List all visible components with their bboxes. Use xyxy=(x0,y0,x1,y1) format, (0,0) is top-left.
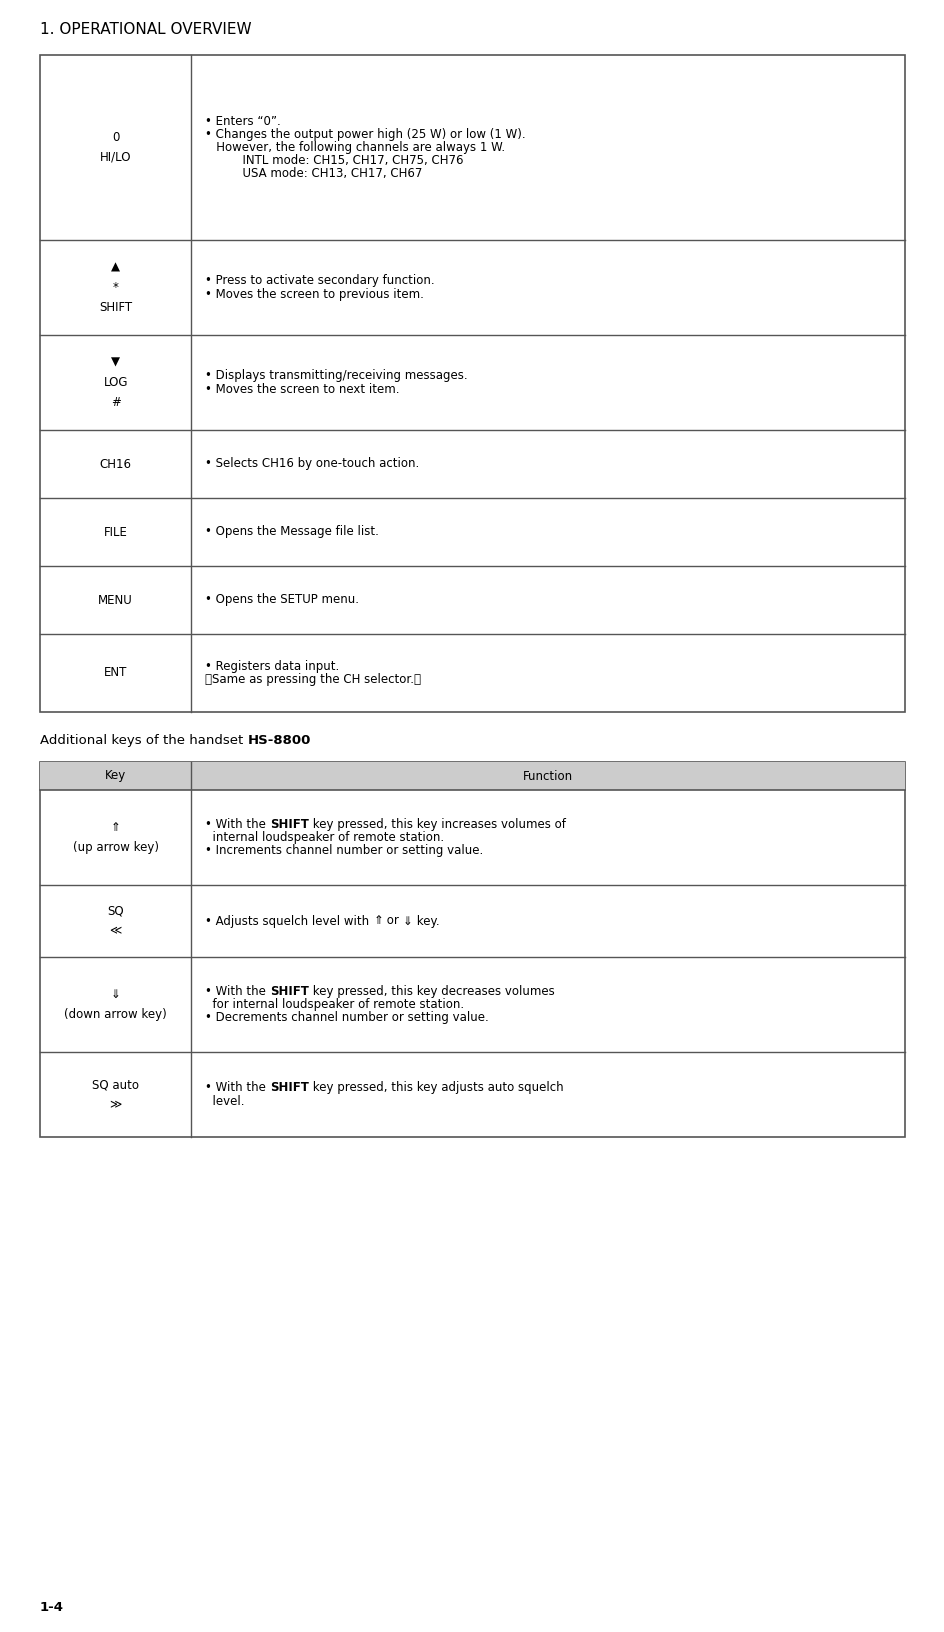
Text: ⇓: ⇓ xyxy=(402,914,413,927)
Text: • Opens the SETUP menu.: • Opens the SETUP menu. xyxy=(205,594,359,607)
Text: HS-8800: HS-8800 xyxy=(247,734,311,747)
Text: • Registers data input.: • Registers data input. xyxy=(205,659,339,672)
Text: ▲
*
SHIFT: ▲ * SHIFT xyxy=(99,261,132,313)
Text: ▼
LOG
#: ▼ LOG # xyxy=(103,356,127,410)
Bar xyxy=(40,762,904,790)
Text: ⇓
(down arrow key): ⇓ (down arrow key) xyxy=(64,987,167,1022)
Text: • Press to activate secondary function.: • Press to activate secondary function. xyxy=(205,274,434,287)
Text: key pressed, this key decreases volumes: key pressed, this key decreases volumes xyxy=(309,984,554,997)
Text: 1-4: 1-4 xyxy=(40,1601,64,1614)
Text: key pressed, this key increases volumes of: key pressed, this key increases volumes … xyxy=(309,818,565,831)
Text: MENU: MENU xyxy=(98,594,133,607)
Text: • Displays transmitting/receiving messages.: • Displays transmitting/receiving messag… xyxy=(205,369,467,382)
Text: • With the: • With the xyxy=(205,818,270,831)
Text: SQ auto
≫: SQ auto ≫ xyxy=(93,1079,139,1111)
Text: （Same as pressing the CH selector.）: （Same as pressing the CH selector.） xyxy=(205,672,421,685)
Text: 0
HI/LO: 0 HI/LO xyxy=(100,131,131,163)
Text: • Adjusts squelch level with: • Adjusts squelch level with xyxy=(205,914,373,927)
Text: ⇑
(up arrow key): ⇑ (up arrow key) xyxy=(73,821,159,854)
Text: • Decrements channel number or setting value.: • Decrements channel number or setting v… xyxy=(205,1012,489,1025)
Text: ENT: ENT xyxy=(104,666,127,679)
Text: FILE: FILE xyxy=(104,526,127,539)
Text: • Moves the screen to previous item.: • Moves the screen to previous item. xyxy=(205,287,424,300)
Text: internal loudspeaker of remote station.: internal loudspeaker of remote station. xyxy=(205,831,444,844)
Text: • Moves the screen to next item.: • Moves the screen to next item. xyxy=(205,382,399,395)
Text: • Changes the output power high (25 W) or low (1 W).: • Changes the output power high (25 W) o… xyxy=(205,127,526,140)
Text: INTL mode: CH15, CH17, CH75, CH76: INTL mode: CH15, CH17, CH75, CH76 xyxy=(205,153,464,166)
Text: • With the: • With the xyxy=(205,1082,270,1095)
Text: CH16: CH16 xyxy=(99,457,131,470)
Bar xyxy=(40,55,904,712)
Text: for internal loudspeaker of remote station.: for internal loudspeaker of remote stati… xyxy=(205,999,464,1010)
Bar xyxy=(40,762,904,1138)
Text: • Enters “0”.: • Enters “0”. xyxy=(205,114,280,127)
Text: • Opens the Message file list.: • Opens the Message file list. xyxy=(205,526,379,539)
Text: • Selects CH16 by one-touch action.: • Selects CH16 by one-touch action. xyxy=(205,457,419,470)
Text: Function: Function xyxy=(523,770,573,782)
Text: or: or xyxy=(382,914,402,927)
Text: SQ
≪: SQ ≪ xyxy=(108,904,124,937)
Text: key pressed, this key adjusts auto squelch: key pressed, this key adjusts auto squel… xyxy=(309,1082,563,1095)
Text: Additional keys of the handset: Additional keys of the handset xyxy=(40,734,247,747)
Text: • With the: • With the xyxy=(205,984,270,997)
Text: ⇑: ⇑ xyxy=(373,914,382,927)
Text: SHIFT: SHIFT xyxy=(270,984,309,997)
Text: USA mode: CH13, CH17, CH67: USA mode: CH13, CH17, CH67 xyxy=(205,168,422,181)
Text: key.: key. xyxy=(413,914,439,927)
Text: • Increments channel number or setting value.: • Increments channel number or setting v… xyxy=(205,844,483,857)
Text: 1. OPERATIONAL OVERVIEW: 1. OPERATIONAL OVERVIEW xyxy=(40,21,251,38)
Text: SHIFT: SHIFT xyxy=(270,818,309,831)
Text: Key: Key xyxy=(105,770,126,782)
Text: level.: level. xyxy=(205,1095,244,1108)
Text: However, the following channels are always 1 W.: However, the following channels are alwa… xyxy=(205,140,505,153)
Text: SHIFT: SHIFT xyxy=(270,1082,309,1095)
